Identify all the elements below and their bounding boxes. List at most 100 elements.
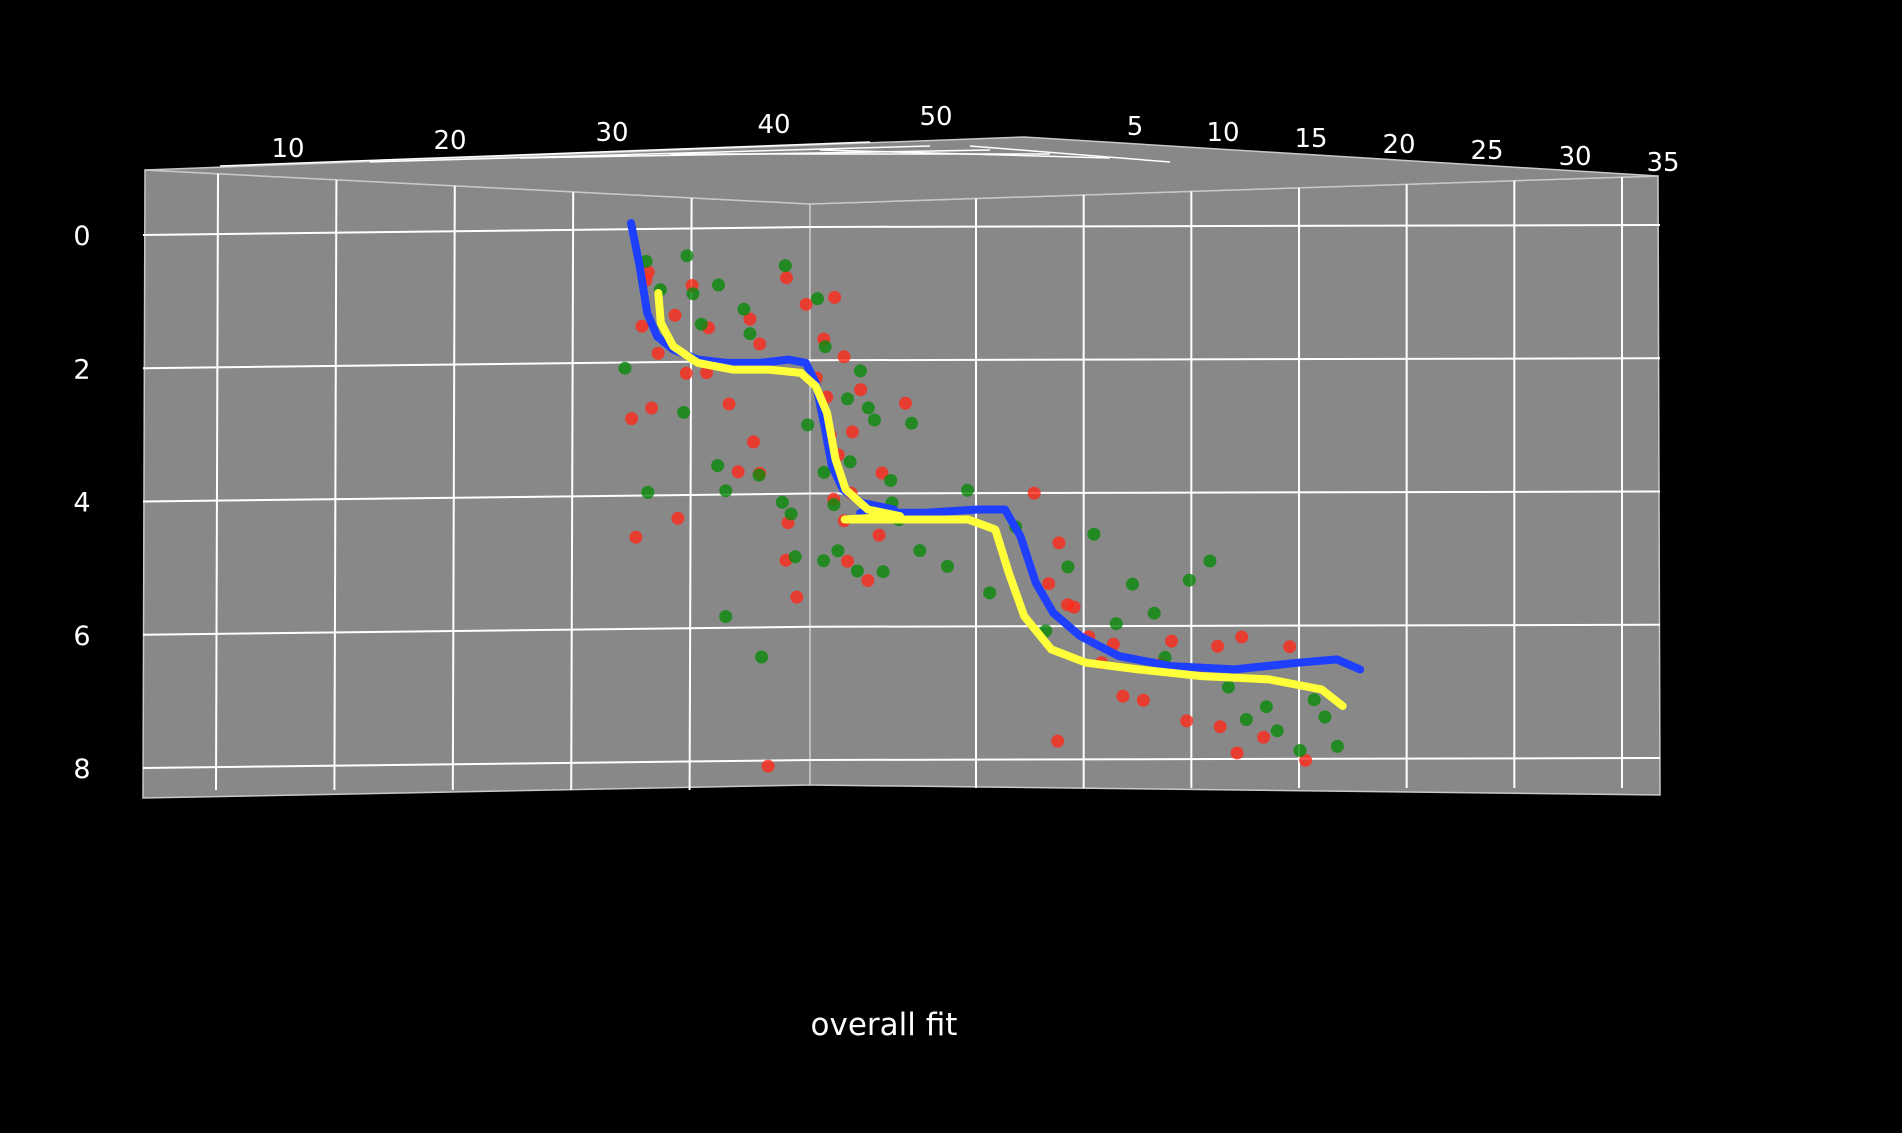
scatter-point-red <box>1230 746 1244 760</box>
scatter-point-green <box>737 302 751 316</box>
gridline-x <box>451 185 456 791</box>
scatter-point-green <box>1147 606 1161 620</box>
pane-left <box>142 169 811 799</box>
scatter-point-green <box>719 484 733 498</box>
scatter-point-green <box>913 544 927 558</box>
scatter-point-green <box>784 507 798 521</box>
scatter-point-red <box>635 319 649 333</box>
scatter-point-green <box>831 544 845 558</box>
scatter-point-red <box>700 366 714 380</box>
gridline-z <box>809 357 1661 362</box>
scatter-point-green <box>755 650 769 664</box>
scatter-point-green <box>1061 560 1075 574</box>
scatter-point-red <box>799 297 813 311</box>
scatter-point-red <box>1116 689 1130 703</box>
scatter-point-green <box>1221 680 1235 694</box>
gridline-z <box>809 623 1661 628</box>
scatter-point-green <box>843 455 857 469</box>
scatter-point-red <box>671 511 685 525</box>
scatter-point-green <box>680 249 694 263</box>
fit-curve-yellow <box>654 289 1347 710</box>
scatter-point-green <box>1182 573 1196 587</box>
scatter-point-green <box>1239 713 1253 726</box>
scatter-point-green <box>778 259 792 273</box>
scatter-point-red <box>837 350 851 364</box>
scatter-point-green <box>1307 693 1321 707</box>
scatter-point-green <box>719 610 733 623</box>
scatter-point-red <box>861 574 875 587</box>
scatter-point-green <box>817 465 831 479</box>
scatter-point-green <box>711 459 725 473</box>
tick-label-z: 0 <box>73 221 90 252</box>
gridline-z <box>142 759 811 769</box>
scatter-point-green <box>853 364 867 378</box>
tick-label-y: 20 <box>1382 130 1415 160</box>
scatter-point-red <box>1027 486 1041 500</box>
pane-right <box>809 175 1661 796</box>
scatter-point-red <box>780 271 793 285</box>
scatter-point-green <box>811 292 824 306</box>
tick-label-x: 50 <box>919 102 952 132</box>
fit-curves <box>627 219 1365 710</box>
gridline-x <box>333 179 338 791</box>
tick-label-z: 4 <box>73 488 90 519</box>
scatter-point-green <box>941 559 954 573</box>
tick-label-y: 10 <box>1206 118 1239 148</box>
scatter-point-green <box>743 327 757 341</box>
scatter-point-red <box>625 412 639 426</box>
scatter-point-red <box>629 530 643 544</box>
scatter-point-red <box>1299 753 1313 767</box>
gridline-x <box>570 191 575 791</box>
scatter-point-red <box>828 290 842 304</box>
tick-label-y: 35 <box>1646 148 1679 178</box>
scatter-point-green <box>1293 744 1307 757</box>
scatter-point-green <box>1330 739 1344 753</box>
tick-labels: 0 2 4 6 8 10 20 30 40 50 5 10 15 20 25 30 35 <box>73 102 1679 785</box>
scatter-point-red <box>1235 630 1249 644</box>
scatter-point-red <box>645 401 659 415</box>
scatter-point-green <box>1259 700 1273 714</box>
scatter-point-green <box>641 485 655 499</box>
scatter-point-green <box>905 416 919 430</box>
scatter-point-green <box>817 554 831 568</box>
gridline-z <box>142 492 811 503</box>
gridline-top <box>219 141 871 167</box>
tick-label-y: 5 <box>1127 112 1144 142</box>
scatter-point-red <box>747 435 760 449</box>
scatter-point-red <box>679 366 693 380</box>
scatter-point-green <box>1270 724 1284 738</box>
scatter-point-green <box>867 413 881 427</box>
scatter-point-red <box>731 465 745 479</box>
scatter-point-red <box>753 337 767 351</box>
scatter-point-green <box>752 468 766 482</box>
gridline-top <box>969 145 1171 163</box>
scatter-point-red <box>668 308 682 322</box>
scatter-point-green <box>1109 617 1123 631</box>
scatter-point-green <box>712 278 725 292</box>
gridline-top <box>369 145 931 163</box>
scatter-point-red <box>761 759 775 773</box>
tick-label-y: 25 <box>1470 136 1503 166</box>
scatter-point-green <box>861 401 875 415</box>
scatter-points <box>618 249 1344 773</box>
scatter-point-green <box>801 418 815 432</box>
scatter-point-red <box>1165 634 1178 648</box>
scatter-point-green <box>983 586 997 600</box>
pane-top <box>144 136 1659 205</box>
scatter-point-red <box>1180 714 1194 728</box>
tick-label-z: 2 <box>73 354 90 385</box>
scatter-point-red <box>790 590 804 604</box>
scatter-point-green <box>694 317 708 331</box>
scatter-point-green <box>1126 577 1139 591</box>
scatter-point-red <box>1283 640 1297 654</box>
scatter-point-green <box>1087 527 1101 541</box>
scatter-point-green <box>850 564 864 578</box>
tick-label-x: 10 <box>271 134 304 164</box>
gridline-z <box>809 224 1661 228</box>
tick-label-z: 6 <box>73 621 90 652</box>
scatter-point-green <box>961 483 974 497</box>
gridline-z <box>142 226 811 236</box>
gridline-z <box>142 625 811 636</box>
